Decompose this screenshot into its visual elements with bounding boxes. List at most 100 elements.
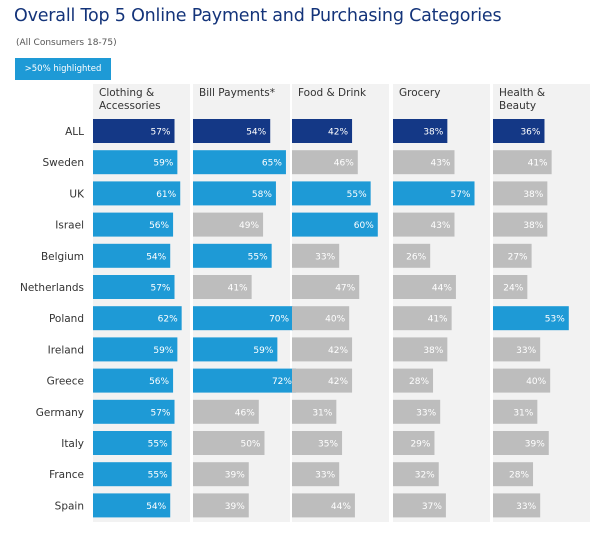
bar-clothing-accessories-sweden (93, 150, 178, 175)
bar-clothing-accessories-israel (93, 212, 174, 237)
column-panel-bill-payments (193, 84, 290, 522)
value-label-clothing-accessories-netherlands: 57% (150, 284, 170, 294)
value-label-clothing-accessories-belgium: 54% (146, 252, 166, 262)
column-header-food-drink: Food & Drink (298, 87, 367, 99)
value-label-food-drink-spain: 44% (331, 502, 351, 512)
bar-bill-payments-poland (193, 306, 294, 331)
bar-bill-payments-france (193, 462, 249, 487)
column-header-grocery: Grocery (399, 87, 440, 99)
bar-bill-payments-sweden (193, 150, 286, 175)
value-label-clothing-accessories-germany: 57% (150, 408, 170, 418)
value-label-grocery-belgium: 26% (406, 252, 426, 262)
row-label-france: France (49, 469, 84, 481)
value-label-food-drink-israel: 60% (354, 221, 374, 231)
bar-grocery-sweden (393, 150, 455, 175)
bar-clothing-accessories-belgium (93, 243, 171, 268)
chart-subtitle: (All Consumers 18-75) (16, 38, 117, 48)
row-label-germany: Germany (36, 407, 84, 419)
value-label-health-beauty-israel: 38% (523, 221, 543, 231)
row-label-ireland: Ireland (48, 344, 84, 356)
bar-clothing-accessories-ireland (93, 337, 178, 362)
bar-health-beauty-all (493, 119, 545, 143)
value-label-clothing-accessories-greece: 56% (149, 377, 169, 387)
bar-grocery-uk (393, 181, 475, 206)
bar-grocery-belgium (393, 243, 431, 268)
value-label-clothing-accessories-all: 57% (150, 128, 170, 138)
value-label-grocery-spain: 37% (422, 502, 442, 512)
bar-bill-payments-italy (193, 431, 265, 455)
value-label-health-beauty-belgium: 27% (508, 252, 528, 262)
row-label-spain: Spain (55, 500, 84, 512)
value-label-health-beauty-spain: 33% (516, 502, 536, 512)
bar-food-drink-netherlands (292, 275, 360, 299)
value-label-health-beauty-ireland: 33% (516, 346, 536, 356)
bar-food-drink-greece (292, 368, 353, 393)
value-label-bill-payments-ireland: 59% (253, 346, 273, 356)
highlight-legend-badge: >50% highlighted (15, 58, 111, 80)
value-label-bill-payments-greece: 72% (272, 377, 292, 387)
value-label-bill-payments-netherlands: 41% (228, 284, 248, 294)
bar-clothing-accessories-uk (93, 181, 181, 206)
column-header-bill-payments: Bill Payments* (199, 87, 275, 99)
value-label-health-beauty-greece: 40% (526, 377, 546, 387)
value-label-clothing-accessories-france: 55% (148, 471, 168, 481)
value-label-clothing-accessories-ireland: 59% (153, 346, 173, 356)
row-label-greece: Greece (47, 376, 84, 388)
bar-health-beauty-israel (493, 212, 548, 237)
bar-health-beauty-germany (493, 399, 538, 424)
bar-health-beauty-greece (493, 368, 551, 393)
chart-title: Overall Top 5 Online Payment and Purchas… (14, 6, 502, 26)
row-label-netherlands: Netherlands (20, 282, 84, 294)
bar-grocery-germany (393, 399, 441, 424)
row-label-belgium: Belgium (41, 251, 84, 263)
value-label-bill-payments-italy: 50% (240, 440, 260, 450)
value-label-health-beauty-germany: 31% (513, 408, 533, 418)
bar-bill-payments-ireland (193, 337, 278, 362)
value-label-clothing-accessories-uk: 61% (156, 190, 176, 200)
value-label-bill-payments-poland: 70% (269, 315, 289, 325)
value-label-bill-payments-belgium: 55% (248, 252, 268, 262)
value-label-grocery-france: 32% (415, 471, 435, 481)
bar-bill-payments-belgium (193, 243, 272, 268)
bar-grocery-netherlands (393, 275, 456, 299)
value-label-clothing-accessories-israel: 56% (149, 221, 169, 231)
bar-bill-payments-spain (193, 493, 249, 518)
bar-bill-payments-greece (193, 368, 296, 393)
bar-bill-payments-uk (193, 181, 276, 206)
row-label-sweden: Sweden (43, 157, 85, 169)
bar-bill-payments-germany (193, 399, 259, 424)
value-label-grocery-israel: 43% (430, 221, 450, 231)
value-label-grocery-all: 38% (423, 128, 443, 138)
value-label-clothing-accessories-poland: 62% (158, 315, 178, 325)
bar-bill-payments-all (193, 119, 271, 143)
value-label-food-drink-sweden: 46% (334, 159, 354, 169)
bar-health-beauty-belgium (493, 243, 532, 268)
value-label-food-drink-all: 42% (328, 128, 348, 138)
value-label-health-beauty-italy: 39% (525, 440, 545, 450)
value-label-clothing-accessories-sweden: 59% (153, 159, 173, 169)
value-label-bill-payments-israel: 49% (239, 221, 259, 231)
row-label-italy: Italy (61, 438, 84, 450)
row-label-uk: UK (69, 188, 85, 200)
bar-clothing-accessories-italy (93, 431, 172, 455)
bar-food-drink-spain (292, 493, 355, 518)
bar-clothing-accessories-france (93, 462, 172, 487)
bar-health-beauty-uk (493, 181, 548, 206)
bar-food-drink-ireland (292, 337, 353, 362)
bar-grocery-italy (393, 431, 435, 455)
value-label-grocery-germany: 33% (416, 408, 436, 418)
bar-grocery-greece (393, 368, 434, 393)
value-label-grocery-italy: 29% (410, 440, 430, 450)
value-label-bill-payments-france: 39% (225, 471, 245, 481)
column-panel-grocery (393, 84, 490, 522)
value-label-grocery-poland: 41% (428, 315, 448, 325)
value-label-food-drink-poland: 40% (325, 315, 345, 325)
bar-clothing-accessories-poland (93, 306, 182, 331)
value-label-food-drink-france: 33% (315, 471, 335, 481)
bar-grocery-israel (393, 212, 455, 237)
bar-food-drink-poland (292, 306, 350, 331)
value-label-food-drink-greece: 42% (328, 377, 348, 387)
row-label-israel: Israel (55, 220, 84, 232)
value-label-food-drink-germany: 31% (312, 408, 332, 418)
value-label-grocery-ireland: 38% (423, 346, 443, 356)
